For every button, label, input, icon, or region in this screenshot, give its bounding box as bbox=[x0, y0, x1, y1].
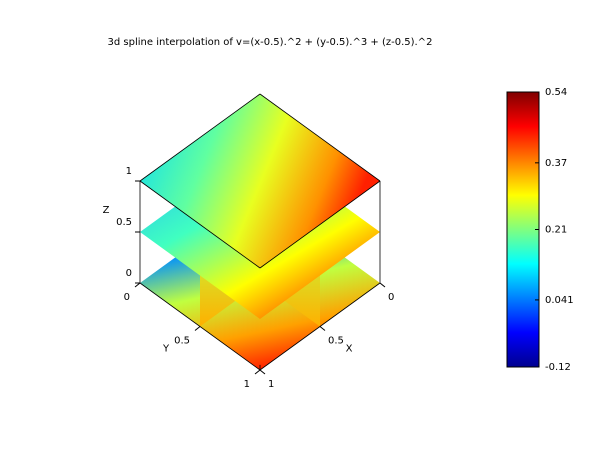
colorbar-tick-label: -0.12 bbox=[545, 362, 571, 373]
colorbar bbox=[506, 91, 540, 368]
box-edge bbox=[139, 180, 261, 269]
chart-title: 3d spline interpolation of v=(x-0.5).^2 … bbox=[108, 37, 433, 48]
colorbar-tick-label: 0.21 bbox=[545, 225, 567, 236]
y-tick bbox=[134, 282, 141, 288]
colorbar-axis: 0.54 0.37 0.21 0.041 -0.12 bbox=[535, 87, 574, 373]
x-tick-label: 0.5 bbox=[328, 336, 344, 347]
colorbar-tick-label: 0.37 bbox=[545, 158, 567, 169]
plot-area: 0 0.5 1 Z 0 0.5 1 Y 0 0.5 1 X bbox=[103, 93, 394, 390]
x-tick bbox=[319, 326, 326, 331]
y-tick bbox=[194, 326, 201, 331]
colorbar-tick-label: 0.041 bbox=[545, 295, 574, 306]
y-tick bbox=[254, 369, 261, 375]
x-tick bbox=[259, 369, 266, 375]
box-edge bbox=[139, 93, 261, 182]
y-tick-label: 1 bbox=[244, 379, 250, 390]
colorbar-tick-label: 0.54 bbox=[545, 87, 567, 98]
y-tick-label: 0 bbox=[124, 292, 130, 303]
z-axis-label: Z bbox=[103, 205, 110, 216]
z-tick-label: 0.5 bbox=[116, 217, 132, 228]
x-tick-label: 1 bbox=[268, 379, 274, 390]
x-tick-label: 0 bbox=[388, 292, 394, 303]
box-edge bbox=[259, 93, 381, 182]
z-tick-label: 1 bbox=[126, 166, 132, 177]
x-axis-label: X bbox=[346, 344, 353, 355]
x-tick bbox=[379, 282, 386, 288]
y-tick-label: 0.5 bbox=[174, 336, 190, 347]
box-edge bbox=[259, 180, 381, 269]
y-axis-label: Y bbox=[162, 344, 170, 355]
z-tick-label: 0 bbox=[126, 268, 132, 279]
